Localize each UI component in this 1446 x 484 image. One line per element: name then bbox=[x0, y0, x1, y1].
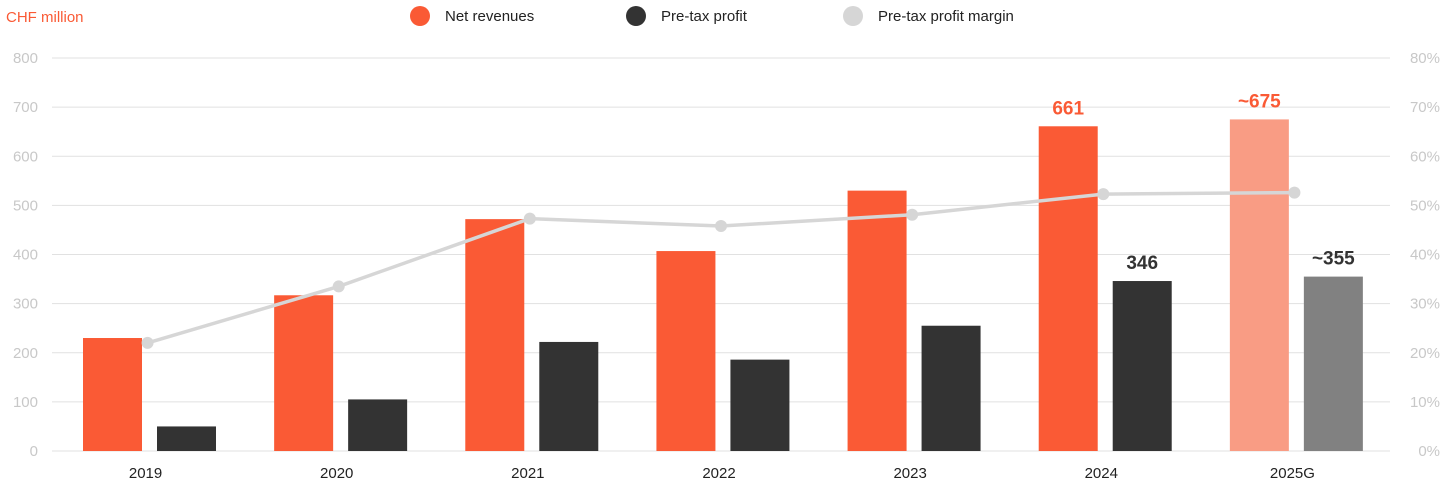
right-tick-label: 0% bbox=[1418, 443, 1440, 460]
data-label: ~675 bbox=[1238, 91, 1281, 112]
unit-label: CHF million bbox=[6, 9, 84, 26]
pre-tax-profit-bar bbox=[348, 399, 408, 451]
margin-line bbox=[141, 186, 1301, 349]
data-label: 346 bbox=[1126, 253, 1158, 274]
margin-point bbox=[1097, 188, 1110, 201]
net-revenues-bar bbox=[1229, 119, 1289, 451]
category-label: 2022 bbox=[702, 465, 735, 482]
left-tick-label: 0 bbox=[30, 443, 38, 460]
margin-point bbox=[523, 212, 536, 225]
right-tick-label: 70% bbox=[1410, 99, 1440, 116]
right-tick-label: 10% bbox=[1410, 394, 1440, 411]
category-label: 2023 bbox=[893, 465, 926, 482]
margin-point bbox=[141, 336, 154, 349]
left-tick-label: 200 bbox=[13, 345, 38, 362]
right-tick-label: 30% bbox=[1410, 296, 1440, 313]
legend-marker bbox=[626, 6, 646, 26]
right-tick-label: 60% bbox=[1410, 148, 1440, 165]
right-tick-label: 80% bbox=[1410, 50, 1440, 67]
net-revenues-bar bbox=[465, 219, 525, 451]
legend-label: Net revenues bbox=[445, 8, 534, 25]
legend: Net revenues Pre-tax profit Pre-tax profit… bbox=[410, 6, 1014, 26]
left-axis-ticks: 0 100 200 300 400 500 600 700 800 bbox=[13, 50, 38, 460]
data-label: 661 bbox=[1052, 98, 1084, 119]
right-tick-label: 20% bbox=[1410, 345, 1440, 362]
legend-label: Pre-tax profit margin bbox=[878, 8, 1014, 25]
pre-tax-profit-bar bbox=[1112, 281, 1172, 451]
pre-tax-profit-bar bbox=[1303, 276, 1363, 451]
category-label: 2021 bbox=[511, 465, 544, 482]
category-label: 2025G bbox=[1270, 465, 1315, 482]
left-tick-label: 600 bbox=[13, 148, 38, 165]
legend-marker bbox=[843, 6, 863, 26]
gridlines bbox=[52, 57, 1390, 452]
pre-tax-profit-bar bbox=[730, 359, 790, 451]
data-labels: 661 346 ~675 ~355 bbox=[1052, 91, 1355, 274]
right-axis-ticks: 0% 10% 20% 30% 40% 50% 60% 70% 80% bbox=[1410, 50, 1440, 460]
bars bbox=[83, 119, 1363, 451]
net-revenues-bar bbox=[656, 251, 716, 451]
category-label: 2020 bbox=[320, 465, 353, 482]
margin-point bbox=[1288, 186, 1301, 199]
net-revenues-bar bbox=[274, 295, 334, 451]
legend-label: Pre-tax profit bbox=[661, 8, 748, 25]
left-tick-label: 700 bbox=[13, 99, 38, 116]
data-label: ~355 bbox=[1312, 249, 1355, 270]
right-tick-label: 50% bbox=[1410, 197, 1440, 214]
pre-tax-profit-bar bbox=[921, 325, 981, 451]
margin-point bbox=[906, 208, 919, 221]
margin-point bbox=[715, 220, 727, 233]
category-label: 2019 bbox=[129, 465, 162, 482]
left-tick-label: 300 bbox=[13, 296, 38, 313]
left-tick-label: 800 bbox=[13, 50, 38, 67]
net-revenues-bar bbox=[847, 190, 907, 451]
pre-tax-profit-bar bbox=[539, 341, 599, 451]
right-tick-label: 40% bbox=[1410, 247, 1440, 264]
left-tick-label: 100 bbox=[13, 394, 38, 411]
legend-marker bbox=[410, 6, 430, 26]
margin-point bbox=[332, 280, 345, 293]
left-tick-label: 500 bbox=[13, 197, 38, 214]
category-labels: 2019 2020 2021 2022 2023 2024 2025G bbox=[129, 465, 1315, 482]
net-revenues-bar bbox=[83, 338, 142, 451]
category-label: 2024 bbox=[1085, 465, 1118, 482]
pre-tax-profit-bar bbox=[157, 426, 216, 451]
net-revenues-bar bbox=[1038, 126, 1098, 451]
left-tick-label: 400 bbox=[13, 247, 38, 264]
